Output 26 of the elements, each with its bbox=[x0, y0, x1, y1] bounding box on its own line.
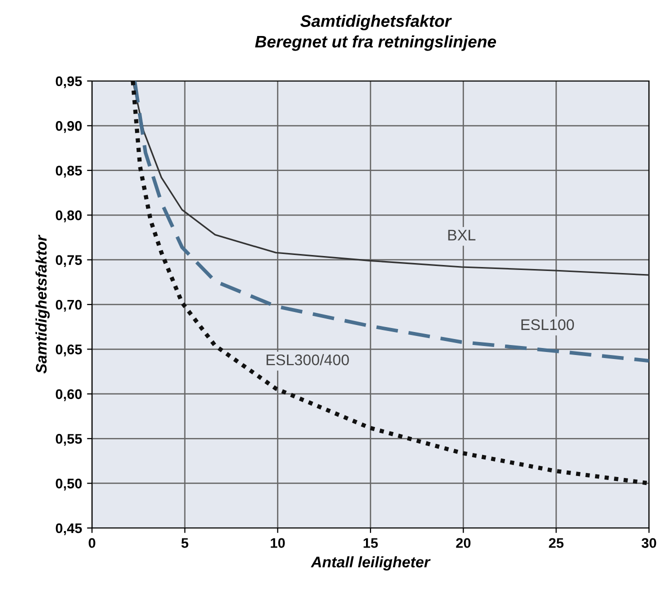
series-label: ESL300/400 bbox=[266, 354, 349, 366]
chart-title: Samtidighetsfaktor bbox=[300, 14, 452, 30]
y-tick-label: 0,45 bbox=[56, 523, 82, 536]
x-tick-label: 10 bbox=[270, 538, 285, 548]
y-tick-label: 0,85 bbox=[56, 166, 82, 178]
y-tick-label: 0,95 bbox=[56, 76, 82, 88]
series-label: ESL100 bbox=[521, 319, 574, 330]
y-tick-label: 0,80 bbox=[56, 210, 82, 222]
y-tick-label: 0,60 bbox=[56, 389, 82, 402]
x-tick-label: 15 bbox=[364, 538, 378, 548]
series-label: BXL bbox=[448, 230, 476, 240]
chart-subtitle: Beregnet ut fra retningslinjene bbox=[255, 35, 496, 51]
y-axis-title: Samtidighetsfaktor bbox=[35, 234, 50, 374]
y-tick-label: 0,90 bbox=[56, 121, 82, 133]
x-tick-label: 5 bbox=[181, 538, 188, 548]
x-tick-label: 0 bbox=[88, 538, 96, 548]
line-series bbox=[130, 81, 649, 486]
y-tick-label: 0,65 bbox=[56, 344, 82, 356]
y-tick-label: 0,55 bbox=[56, 434, 82, 446]
x-tick-label: 20 bbox=[456, 538, 470, 548]
y-tick-label: 0,70 bbox=[56, 300, 82, 312]
x-tick-label: 30 bbox=[642, 538, 656, 548]
x-axis-title: Antall leiligheter bbox=[310, 556, 431, 570]
y-tick-label: 0,50 bbox=[56, 478, 82, 490]
y-tick-label: 0,75 bbox=[56, 255, 82, 267]
x-tick-label: 25 bbox=[548, 538, 564, 548]
